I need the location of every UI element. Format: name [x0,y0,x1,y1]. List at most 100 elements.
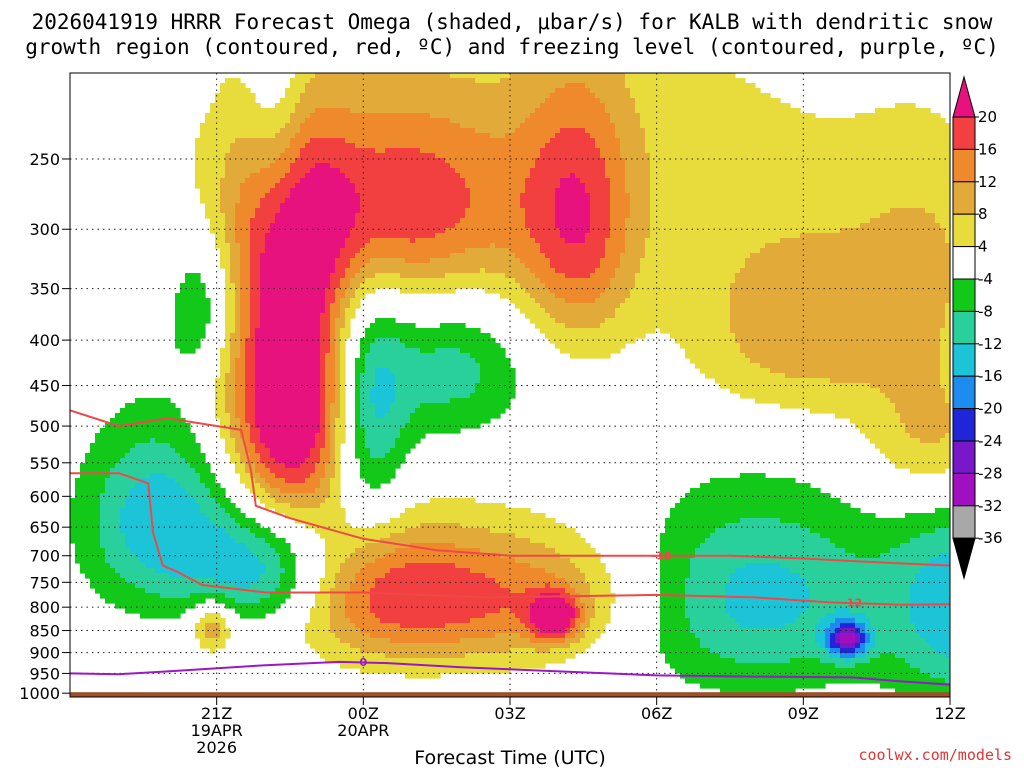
omega-cell [290,243,296,249]
omega-cell [395,238,401,244]
omega-cell [365,288,371,294]
omega-cell [305,243,311,249]
omega-cell [115,433,121,439]
omega-cell [380,153,386,159]
omega-cell [200,463,206,469]
omega-cell [270,163,276,169]
omega-cell [235,363,241,369]
omega-cell [290,238,296,244]
omega-cell [215,553,221,559]
omega-cell [280,358,286,364]
omega-cell [245,568,251,574]
omega-cell [400,398,406,404]
omega-cell [255,488,261,494]
omega-cell [395,178,401,184]
omega-cell [300,138,306,144]
omega-cell [390,463,396,469]
omega-cell [240,278,246,284]
omega-cell [285,373,291,379]
omega-cell [320,413,326,419]
omega-cell [285,423,291,429]
omega-cell [195,568,201,574]
omega-cell [315,338,321,344]
omega-cell [290,553,296,559]
omega-cell [295,183,301,189]
omega-cell [400,563,406,569]
omega-cell [95,583,101,589]
omega-cell [275,148,281,154]
omega-cell [300,183,306,189]
omega-cell [255,523,261,529]
omega-cell [375,318,381,324]
omega-cell [250,463,256,469]
omega-cell [275,408,281,414]
omega-cell [230,598,236,604]
omega-cell [200,523,206,529]
omega-cell [330,548,336,554]
omega-cell [385,248,391,254]
omega-cell [305,473,311,479]
omega-cell [295,443,301,449]
omega-cell [190,508,196,514]
omega-cell [325,508,331,514]
omega-cell [170,473,176,479]
omega-cell [240,333,246,339]
omega-cell [315,368,321,374]
omega-cell [280,228,286,234]
omega-cell [320,433,326,439]
omega-cell [395,343,401,349]
omega-cell [395,173,401,179]
omega-cell [340,433,346,439]
omega-cell [320,173,326,179]
omega-cell [315,598,321,604]
omega-cell [270,493,276,499]
omega-cell [395,153,401,159]
omega-cell [270,248,276,254]
omega-cell [190,443,196,449]
omega-cell [230,453,236,459]
omega-cell [210,123,216,129]
omega-cell [165,543,171,549]
omega-cell [220,558,226,564]
omega-cell [340,98,346,104]
omega-cell [285,213,291,219]
omega-cell [245,233,251,239]
omega-cell [110,573,116,579]
omega-cell [380,563,386,569]
omega-cell [115,588,121,594]
omega-cell [405,158,411,164]
omega-cell [320,338,326,344]
omega-cell [245,123,251,129]
omega-cell [320,388,326,394]
omega-cell [230,518,236,524]
omega-cell [400,528,406,534]
omega-cell [220,593,226,599]
omega-cell [365,603,371,609]
omega-cell [365,118,371,124]
omega-cell [215,573,221,579]
omega-cell [300,208,306,214]
omega-cell [330,503,336,509]
omega-cell [385,123,391,129]
omega-cell [315,393,321,399]
omega-cell [245,403,251,409]
omega-cell [195,313,201,319]
omega-cell [360,578,366,584]
omega-cell [280,378,286,384]
omega-cell [380,78,386,84]
omega-cell [260,218,266,224]
omega-cell [230,148,236,154]
omega-cell [250,538,256,544]
omega-cell [390,448,396,454]
omega-cell [320,533,326,539]
omega-cell [230,193,236,199]
omega-cell [350,193,356,199]
omega-cell [205,593,211,599]
omega-cell [220,238,226,244]
omega-cell [290,218,296,224]
omega-cell [370,258,376,264]
omega-cell [245,383,251,389]
omega-cell [220,178,226,184]
omega-cell [385,378,391,384]
omega-cell [150,608,156,614]
